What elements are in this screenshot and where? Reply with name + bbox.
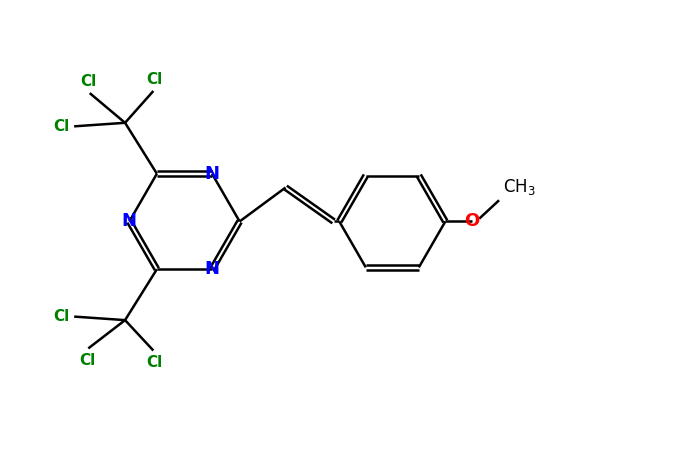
Text: N: N xyxy=(205,260,220,278)
Text: Cl: Cl xyxy=(147,72,163,87)
Text: Cl: Cl xyxy=(54,119,70,134)
Text: N: N xyxy=(205,165,220,183)
Text: Cl: Cl xyxy=(79,353,95,368)
Text: O: O xyxy=(464,212,480,230)
Text: CH$_3$: CH$_3$ xyxy=(503,177,535,198)
Text: Cl: Cl xyxy=(147,355,163,370)
Text: Cl: Cl xyxy=(54,309,70,324)
Text: Cl: Cl xyxy=(80,74,97,89)
Text: N: N xyxy=(122,212,137,230)
